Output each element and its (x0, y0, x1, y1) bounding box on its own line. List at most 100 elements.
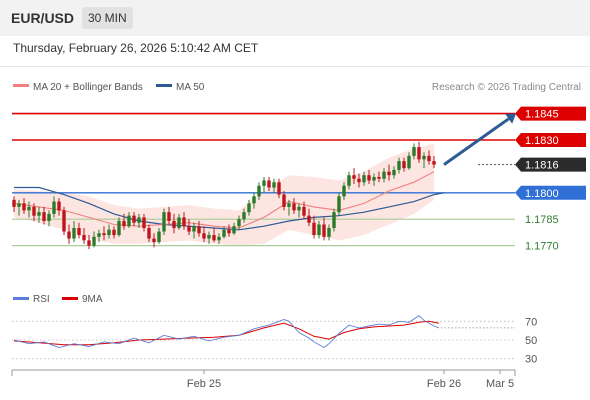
level-label-1-1800: 1.1800 (525, 188, 559, 200)
rsi-legend-label: RSI (33, 294, 50, 305)
candle-body (192, 226, 196, 232)
candle-body (397, 161, 401, 170)
x-tick-label: Feb 26 (427, 378, 461, 390)
candle-body (27, 206, 31, 211)
ma50-legend-label: MA 50 (176, 82, 205, 93)
candle-body (142, 217, 146, 228)
symbol-label: EUR/USD (11, 10, 75, 26)
candle-body (407, 155, 411, 169)
chart-header: EUR/USD 30 MIN (0, 0, 590, 36)
datetime-label: Thursday, February 26, 2026 5:10:42 AM C… (13, 41, 259, 55)
candle-body (287, 203, 291, 207)
candle-body (282, 194, 286, 207)
candle-body (237, 219, 241, 227)
rsi-level-label-50: 50 (525, 335, 537, 347)
candle-body (347, 175, 351, 186)
ma20-legend-label: MA 20 + Bollinger Bands (33, 82, 143, 93)
candle-body (162, 212, 166, 232)
candle-body (252, 196, 256, 204)
level-tag-1-1845 (515, 106, 586, 121)
candle-body (367, 175, 371, 181)
x-axis: Feb 25 Feb 26 Mar 5 (187, 370, 514, 390)
candle-body (222, 229, 226, 237)
x-tick-label: Feb 25 (187, 378, 221, 390)
candle-body (152, 238, 156, 243)
candle-body (182, 217, 186, 227)
rsi-ma-legend-swatch (62, 297, 78, 300)
candle-body (372, 176, 376, 181)
candle-body (322, 224, 326, 237)
candle-body (302, 206, 306, 216)
projection-arrow-head (505, 113, 516, 124)
candle-body (272, 182, 276, 188)
candle-body (392, 169, 396, 176)
candle-body (197, 226, 201, 234)
candle-body (137, 217, 141, 223)
candle-body (247, 203, 251, 213)
candle-body (257, 185, 261, 197)
candle-body (307, 215, 311, 223)
candle-body (12, 199, 16, 207)
candlesticks (12, 141, 436, 250)
candle-body (92, 236, 96, 246)
candle-body (97, 233, 101, 237)
candle-body (202, 233, 206, 239)
rsi-ma-legend-label: 9MA (82, 294, 103, 305)
candle-body (107, 229, 111, 236)
candle-body (267, 180, 271, 188)
candle-body (17, 203, 21, 207)
candle-body (327, 228, 331, 237)
rsi-line (13, 315, 440, 349)
candle-body (167, 212, 171, 221)
candle-body (62, 210, 66, 232)
candle-body (52, 201, 56, 214)
candle-body (332, 212, 336, 228)
candle-body (102, 233, 106, 236)
candle-body (432, 161, 436, 165)
candle-body (297, 206, 301, 211)
candle-body (242, 212, 246, 220)
candle-body (427, 155, 431, 162)
candle-body (262, 180, 266, 186)
candle-body (212, 235, 216, 241)
level-labels: 1.1845 1.1830 1.1816 1.1800 1.1785 1.1770 (515, 106, 586, 253)
candle-body (67, 231, 71, 239)
candle-body (357, 178, 361, 183)
candle-body (87, 240, 91, 246)
candle-body (342, 185, 346, 197)
candle-body (232, 226, 236, 234)
rsi-legend-swatch (13, 297, 29, 300)
candle-body (352, 175, 356, 179)
candle-body (147, 228, 151, 239)
divider-top (0, 66, 590, 67)
rsi-level-label-70: 70 (525, 316, 537, 328)
projection-arrow-shaft (443, 117, 510, 166)
candle-body (22, 203, 26, 211)
candle-body (47, 213, 51, 221)
ma20-legend-swatch (13, 84, 29, 87)
candle-body (402, 161, 406, 169)
candle-body (337, 196, 341, 213)
candle-body (42, 212, 46, 221)
candle-body (172, 220, 176, 228)
candle-body (57, 201, 61, 211)
timeframe-button[interactable]: 30 MIN (82, 7, 133, 29)
candle-body (422, 155, 426, 160)
level-label-1-1816: 1.1816 (525, 160, 559, 172)
x-tick-label: Mar 5 (486, 378, 514, 390)
candle-body (312, 222, 316, 236)
level-label-1-1845: 1.1845 (525, 109, 559, 121)
ma50-line (14, 186, 445, 231)
level-label-1-1785: 1.1785 (525, 214, 559, 226)
level-label-1-1830: 1.1830 (525, 135, 559, 147)
candle-body (217, 236, 221, 241)
candle-body (177, 217, 181, 228)
candle-body (157, 231, 161, 243)
candle-body (132, 215, 136, 223)
candle-body (387, 171, 391, 176)
level-label-1-1770: 1.1770 (525, 241, 559, 253)
candle-body (77, 228, 81, 236)
candle-body (417, 147, 421, 160)
moving-averages (13, 171, 445, 231)
